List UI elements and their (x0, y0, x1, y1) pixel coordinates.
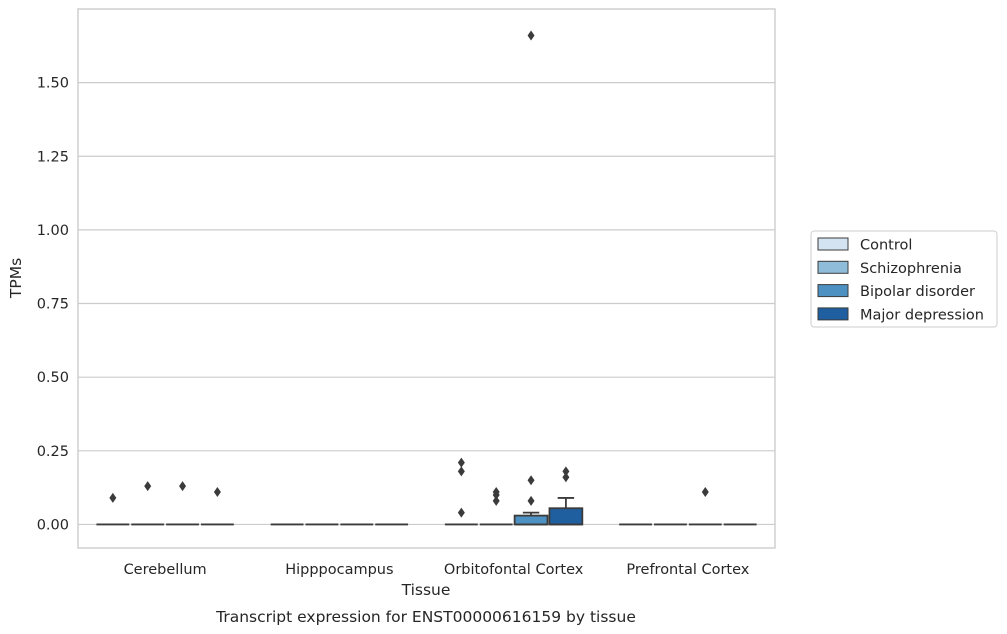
legend-swatch (817, 237, 849, 251)
y-tick-label: 0.00 (37, 517, 69, 533)
box-series (96, 30, 757, 526)
y-tick-label: 0.75 (37, 297, 69, 313)
legend: Control Schizophrenia Bipolar disorder Majo… (810, 230, 998, 328)
legend-label: Major depression (860, 307, 984, 323)
outlier-point (527, 30, 535, 41)
x-axis-ticks: Cerebellum Hipppocampus Orbitofontal Corte… (124, 562, 750, 578)
outlier-point (492, 487, 500, 498)
legend-swatch (817, 284, 849, 298)
y-tick-label: 1.00 (37, 223, 69, 239)
outlier-point (144, 481, 152, 492)
series-control (96, 457, 653, 526)
y-tick-label: 1.25 (37, 149, 69, 165)
outlier-point (492, 495, 500, 506)
outlier-point (179, 481, 187, 492)
outlier-point (527, 475, 535, 486)
y-axis-label: TPMs (7, 258, 25, 299)
series-schizophrenia (131, 481, 687, 526)
outlier-point (457, 457, 465, 468)
plot-frame (77, 8, 776, 549)
box (548, 507, 584, 526)
legend-frame (810, 230, 998, 328)
outlier-point (562, 466, 570, 477)
plot-area-border (77, 8, 776, 549)
legend-label: Bipolar disorder (860, 284, 975, 300)
outlier-point (701, 487, 709, 498)
legend-label: Schizophrenia (860, 261, 962, 277)
legend-swatch (817, 307, 849, 321)
y-axis-ticks: 0.00 0.25 0.50 0.75 1.00 1.25 1.50 (37, 76, 69, 534)
outlier-point (457, 466, 465, 477)
series-bipolar-disorder (166, 30, 722, 526)
box (513, 514, 549, 526)
legend-swatch (817, 260, 849, 274)
outlier-point (457, 507, 465, 518)
outlier-point (527, 495, 535, 506)
y-tick-label: 0.25 (37, 444, 69, 460)
x-tick-label: Prefrontal Cortex (626, 562, 749, 578)
y-tick-label: 0.50 (37, 370, 69, 386)
gridlines (78, 82, 775, 526)
x-axis-label: Tissue (401, 581, 451, 599)
outlier-point (562, 472, 570, 483)
chart-caption: Transcript expression for ENST0000061615… (215, 608, 636, 626)
x-tick-label: Orbitofontal Cortex (444, 562, 584, 578)
outlier-point (109, 492, 117, 503)
outlier-point (213, 487, 221, 498)
legend-label: Control (860, 238, 912, 254)
series-major-depression (200, 466, 757, 526)
x-tick-label: Hipppocampus (285, 562, 393, 578)
x-tick-label: Cerebellum (124, 562, 207, 578)
y-tick-label: 1.50 (37, 76, 69, 92)
